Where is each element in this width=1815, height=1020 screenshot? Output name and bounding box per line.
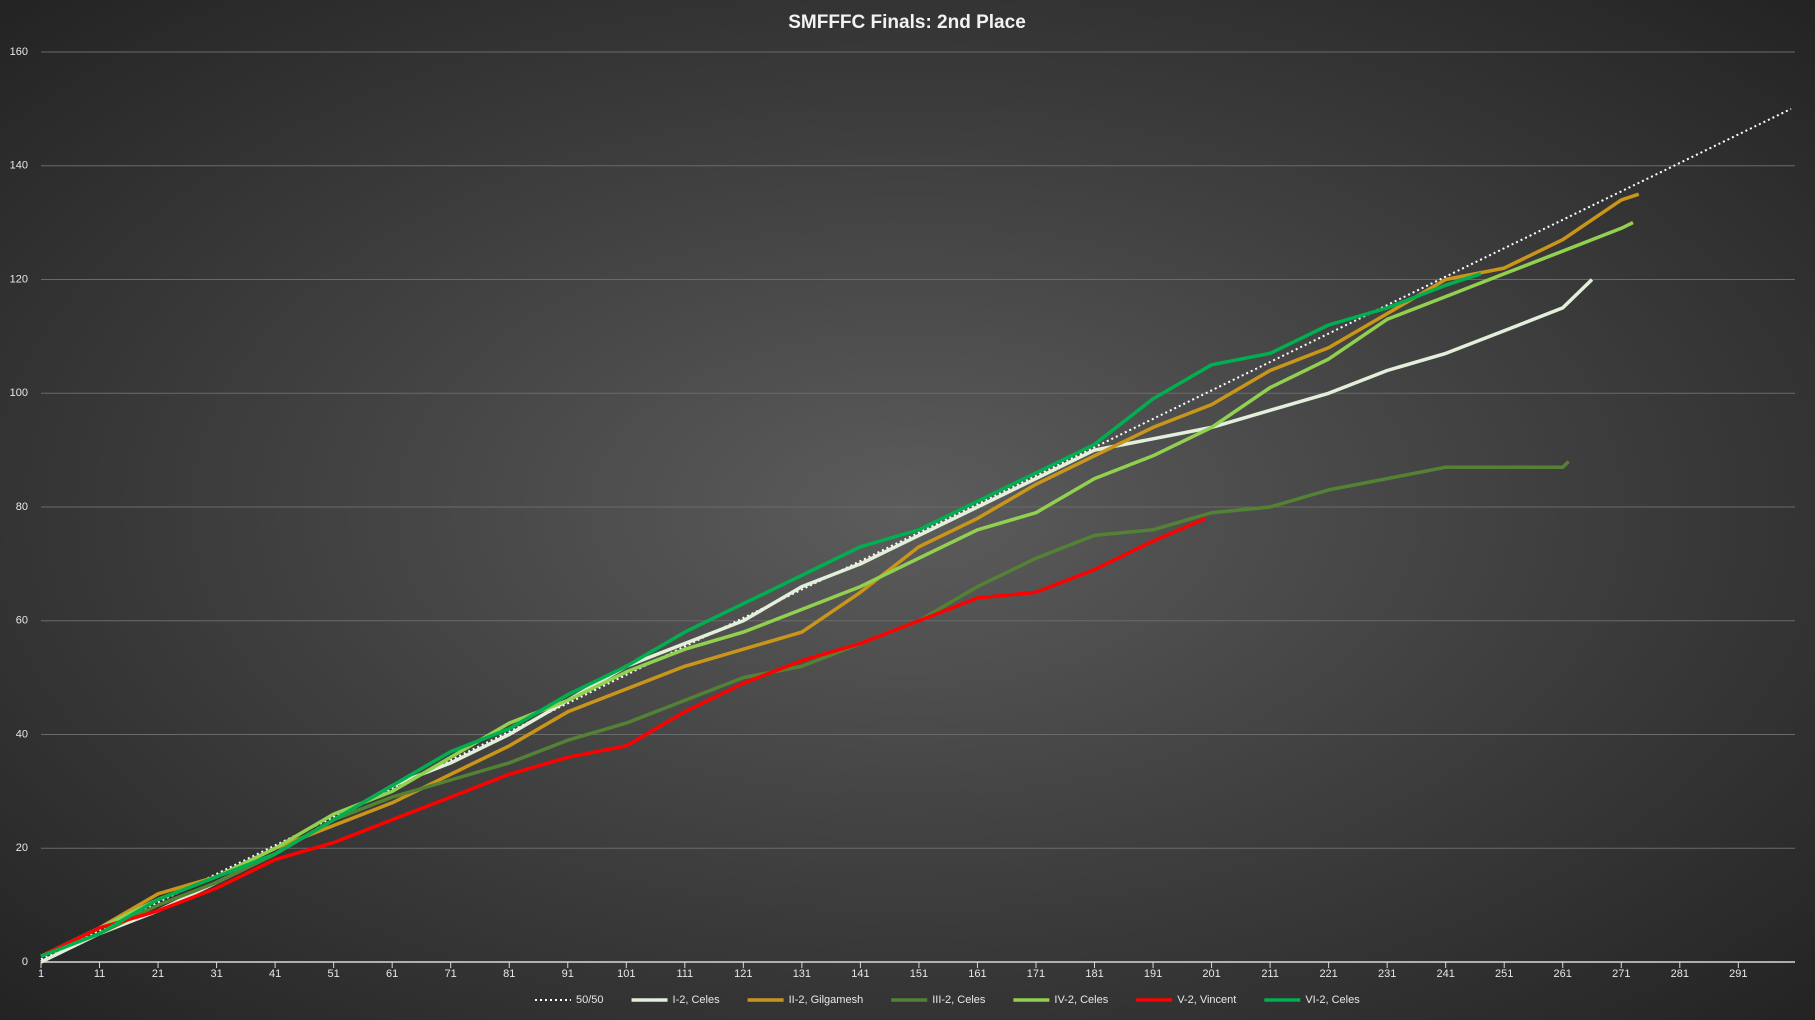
x-tick-label: 151	[910, 968, 928, 980]
y-tick-label: 40	[16, 728, 28, 740]
y-tick-label: 20	[16, 842, 28, 854]
x-tick-label: 211	[1261, 968, 1279, 980]
x-tick-label: 171	[1027, 968, 1045, 980]
x-tick-label: 91	[562, 968, 574, 980]
x-tick-label: 81	[503, 968, 515, 980]
x-tick-label: 111	[676, 968, 693, 980]
x-tick-label: 121	[734, 968, 752, 980]
chart-title: SMFFFC Finals: 2nd Place	[788, 12, 1026, 33]
x-tick-label: 181	[1085, 968, 1103, 980]
y-tick-label: 0	[22, 956, 28, 968]
x-tick-label: 251	[1495, 968, 1513, 980]
x-tick-label: 51	[328, 968, 340, 980]
x-tick-label: 21	[152, 968, 164, 980]
y-tick-label: 160	[10, 46, 28, 58]
x-tick-label: 191	[1144, 968, 1162, 980]
x-tick-label: 41	[269, 968, 281, 980]
legend-label: 50/50	[576, 994, 604, 1006]
x-tick-label: 61	[386, 968, 398, 980]
y-tick-label: 60	[16, 615, 28, 627]
legend-label: IV-2, Celes	[1054, 994, 1108, 1006]
legend-label: I-2, Celes	[673, 994, 721, 1006]
series-line	[40, 108, 1792, 961]
series-line	[40, 460, 1570, 958]
legend-label: II-2, Gilgamesh	[789, 994, 864, 1006]
x-tick-label: 221	[1319, 968, 1337, 980]
y-tick-label: 120	[10, 273, 28, 285]
x-tick-label: 201	[1202, 968, 1220, 980]
x-tick-label: 281	[1671, 968, 1689, 980]
x-tick-label: 141	[851, 968, 869, 980]
x-tick-label: 131	[793, 968, 811, 980]
x-tick-label: 291	[1729, 968, 1747, 980]
series-line	[40, 221, 1634, 958]
x-tick-label: 31	[210, 968, 222, 980]
x-tick-label: 101	[617, 968, 635, 980]
x-tick-label: 161	[968, 968, 986, 980]
y-tick-label: 140	[10, 160, 28, 172]
series-line	[40, 272, 1482, 958]
x-tick-label: 271	[1612, 968, 1630, 980]
legend-label: V-2, Vincent	[1177, 994, 1236, 1006]
x-tick-label: 241	[1437, 968, 1455, 980]
x-tick-label: 1	[38, 968, 44, 980]
legend-label: VI-2, Celes	[1305, 994, 1360, 1006]
x-tick-label: 261	[1554, 968, 1572, 980]
series-line	[40, 516, 1207, 958]
y-tick-label: 100	[10, 387, 28, 399]
y-tick-label: 80	[16, 501, 28, 513]
x-tick-label: 231	[1378, 968, 1396, 980]
legend-label: III-2, Celes	[932, 994, 986, 1006]
x-tick-label: 71	[445, 968, 457, 980]
x-tick-label: 11	[94, 968, 105, 980]
